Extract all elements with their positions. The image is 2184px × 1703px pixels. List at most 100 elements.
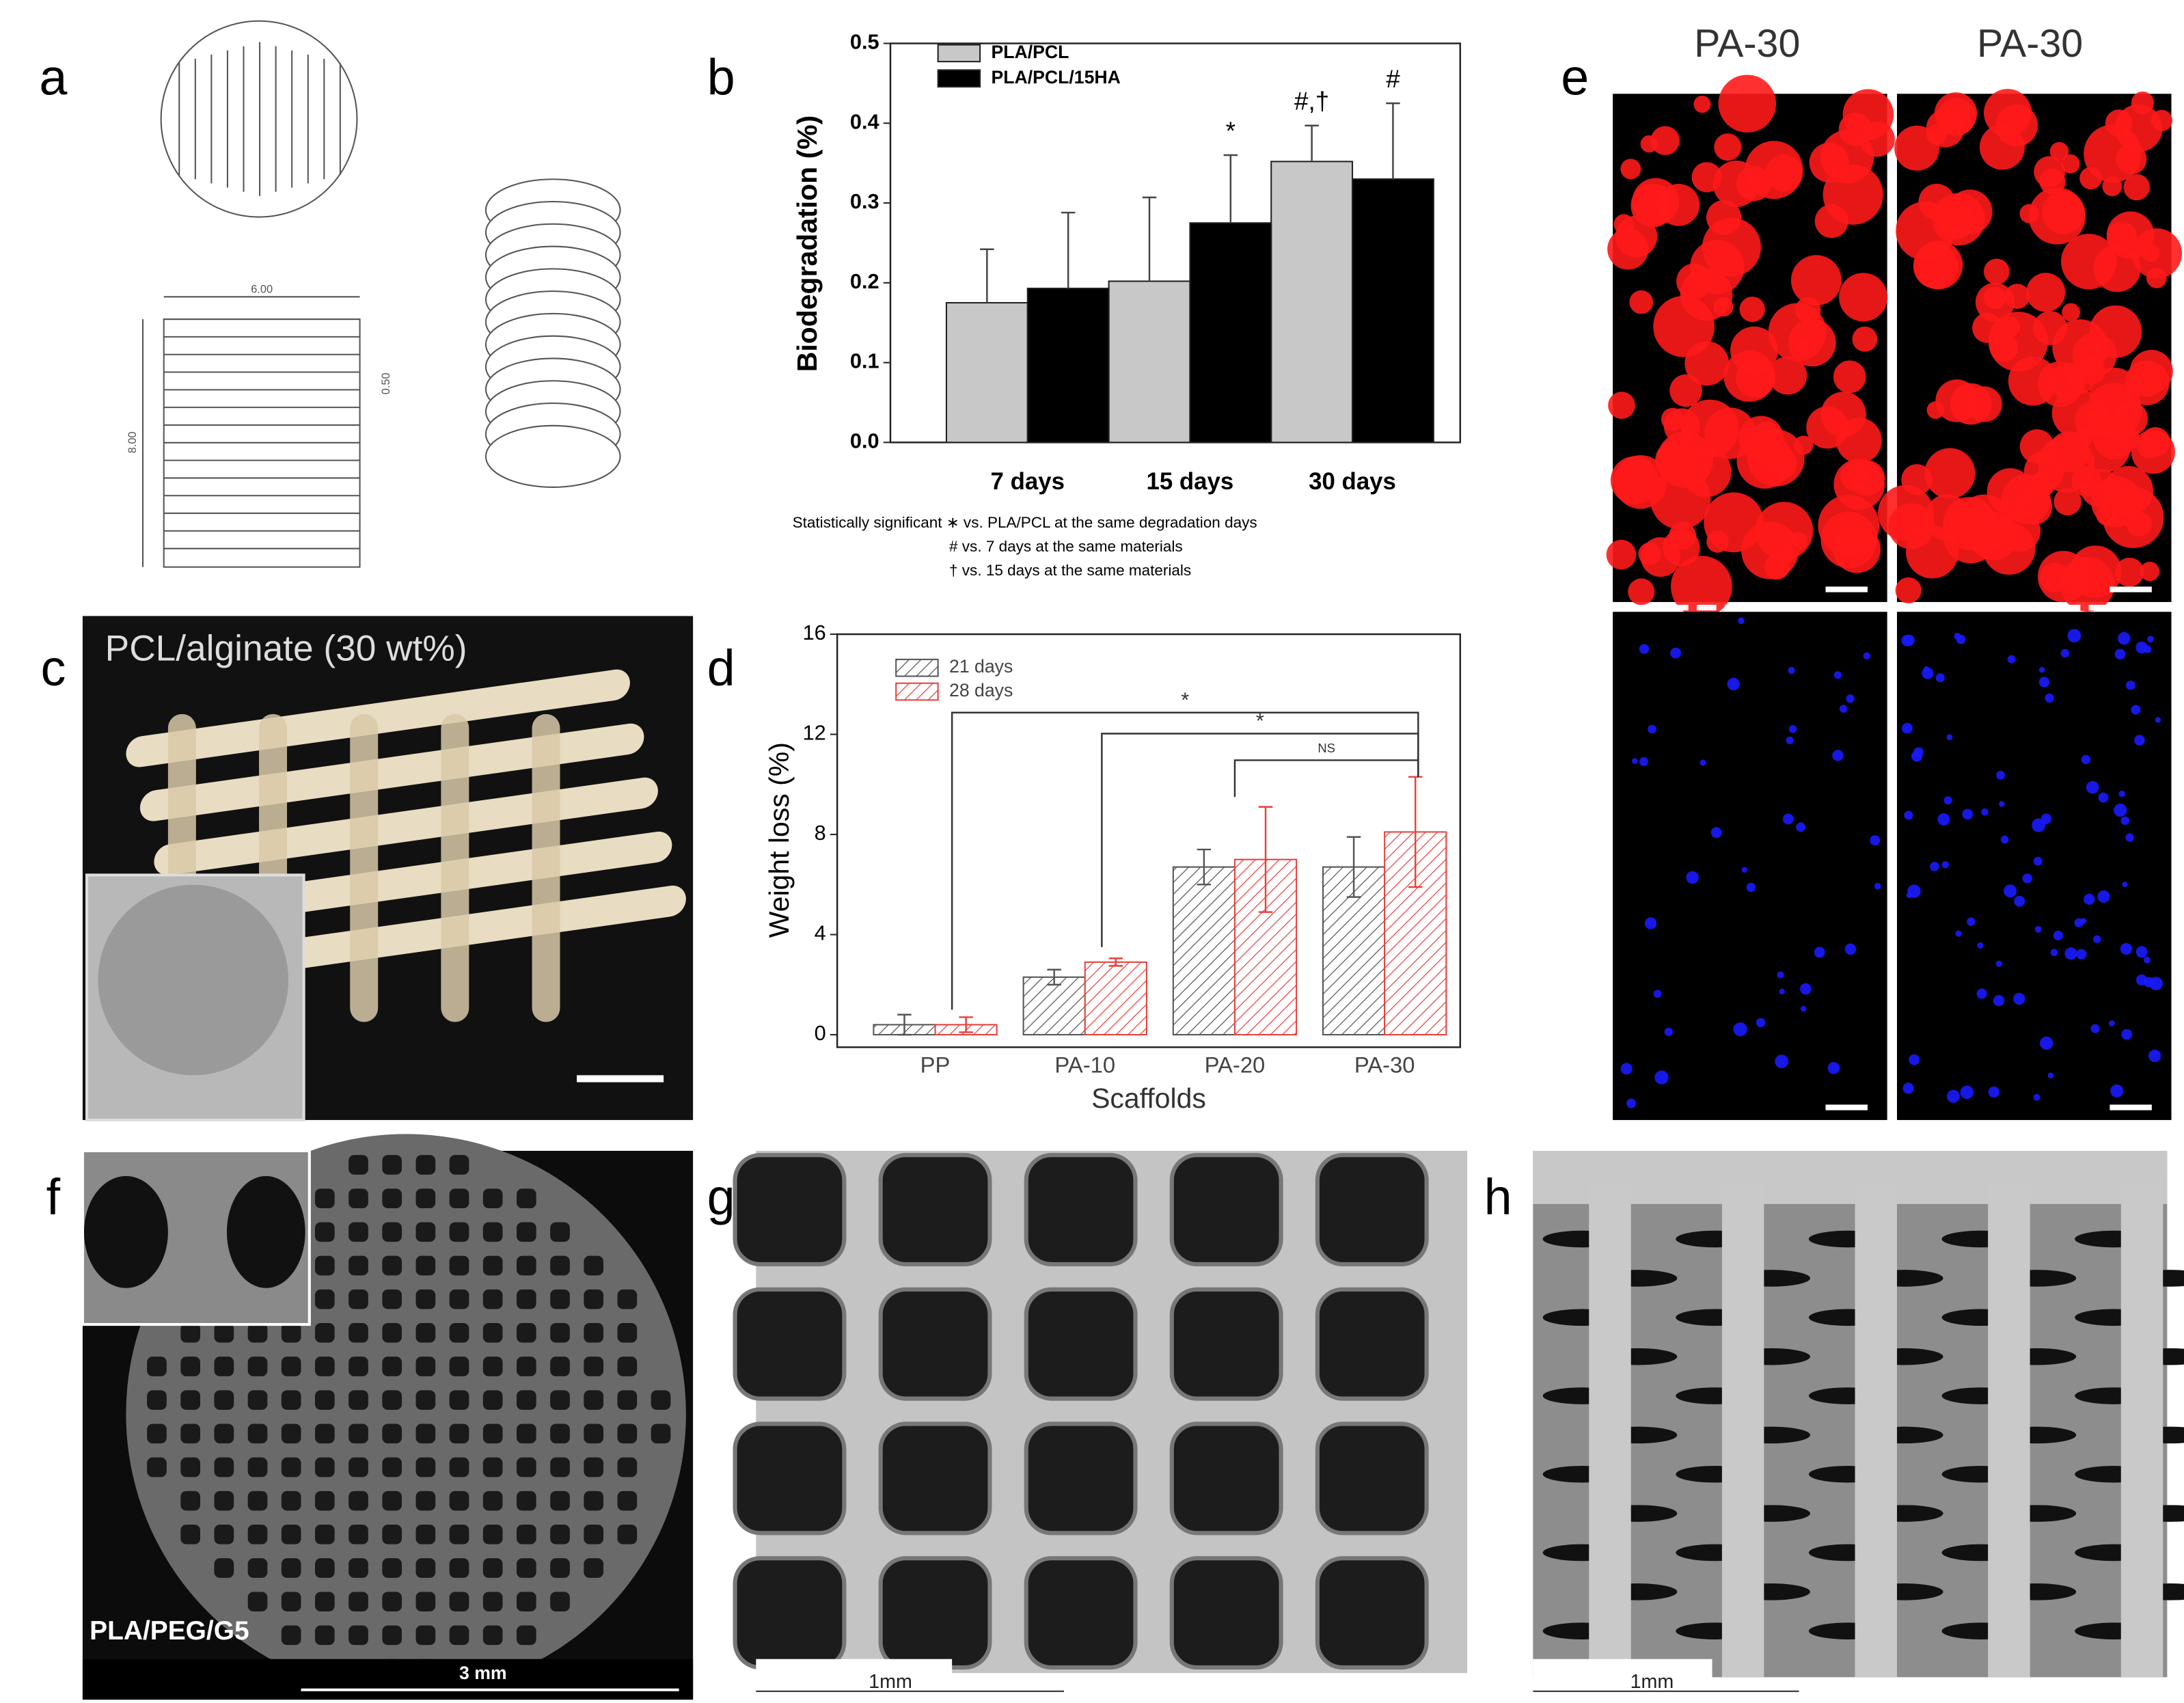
stain	[1775, 1054, 1789, 1069]
pore	[482, 1524, 503, 1544]
pore	[247, 1357, 268, 1376]
stain	[1671, 556, 1732, 618]
stain	[1727, 677, 1740, 691]
bracket	[1233, 759, 1419, 798]
scale-label: 3 mm	[459, 1663, 507, 1683]
pore	[314, 1357, 335, 1376]
pore	[281, 1357, 301, 1376]
stain	[1608, 392, 1635, 419]
pore	[382, 1357, 402, 1376]
stain	[1693, 96, 1711, 113]
pore	[314, 1457, 335, 1477]
pore	[449, 1558, 469, 1578]
stain	[2004, 284, 2030, 310]
pore	[516, 1322, 536, 1343]
stain	[1983, 258, 2010, 285]
pore	[349, 1490, 368, 1511]
column-title: PA-30	[1977, 22, 2083, 66]
stain	[1981, 808, 1989, 816]
stain	[2147, 636, 2154, 643]
pore	[550, 1222, 570, 1242]
stain	[1747, 429, 1805, 487]
pore	[550, 1390, 570, 1411]
stain	[1906, 893, 1912, 899]
stain	[2060, 649, 2070, 658]
pore	[449, 1188, 469, 1209]
pore	[516, 1490, 536, 1511]
bar	[1026, 287, 1110, 444]
pore	[180, 1490, 200, 1511]
stain	[1650, 126, 1680, 155]
stain	[2004, 884, 2017, 898]
stain	[1788, 725, 1797, 733]
stain	[1990, 333, 2019, 362]
y-axis-title: Biodegradation (%)	[791, 115, 823, 372]
stain	[1870, 835, 1881, 846]
stain	[1967, 917, 1976, 926]
dimension: 0.50	[380, 372, 392, 394]
pore	[482, 1188, 503, 1209]
stain	[1995, 960, 2002, 967]
pore	[349, 1322, 368, 1343]
pore	[382, 1457, 402, 1477]
pore	[281, 1490, 301, 1511]
stain	[2115, 489, 2142, 515]
pore	[180, 1457, 200, 1477]
scale-bar	[1825, 586, 1868, 592]
pore	[382, 1390, 402, 1411]
pore	[733, 1287, 847, 1401]
stain	[1956, 494, 2014, 551]
pore	[1024, 1556, 1138, 1670]
pore	[349, 1155, 368, 1175]
x-tick-label: 7 days	[991, 468, 1065, 495]
stain	[1956, 634, 1966, 644]
pore	[550, 1357, 570, 1376]
pore	[550, 1255, 570, 1276]
y-tick-label: 0	[815, 1021, 826, 1045]
pore	[415, 1357, 436, 1376]
pore	[214, 1357, 234, 1376]
pore	[382, 1625, 402, 1646]
pore	[617, 1390, 638, 1411]
stain	[1736, 358, 1775, 398]
panel-a-drawing	[141, 20, 621, 568]
pore	[349, 1222, 368, 1242]
stain	[1852, 326, 1878, 352]
stain	[1993, 995, 2005, 1007]
stain	[1998, 316, 2020, 338]
stain	[2000, 835, 2009, 844]
pore	[247, 1423, 268, 1444]
pore	[180, 1357, 200, 1376]
pore	[584, 1558, 604, 1578]
column-title: PA-30	[1694, 22, 1800, 66]
stain	[1663, 408, 1700, 445]
pore	[147, 1457, 167, 1477]
pore	[550, 1558, 570, 1578]
pore	[415, 1625, 436, 1646]
pore	[482, 1289, 503, 1309]
pore	[281, 1423, 301, 1444]
stain	[1777, 971, 1784, 979]
pore	[516, 1188, 536, 1209]
stain	[1935, 379, 1978, 422]
stain	[2049, 362, 2086, 400]
footnote: Statistically significant ∗ vs. PLA/PCL …	[793, 514, 1257, 531]
y-tick-label: 0.4	[850, 109, 879, 133]
pore	[550, 1490, 570, 1511]
pore	[247, 1390, 268, 1411]
stain	[1626, 1098, 1637, 1108]
stain	[2013, 992, 2025, 1005]
x-tick-label: PA-10	[1054, 1052, 1115, 1078]
footnote: # vs. 7 days at the same materials	[949, 538, 1183, 555]
pore	[382, 1524, 402, 1544]
pore	[349, 1457, 368, 1477]
x-tick-label: PA-20	[1205, 1052, 1266, 1078]
pore	[733, 1421, 847, 1536]
scale-bar	[1825, 1104, 1868, 1111]
pore	[349, 1592, 368, 1612]
inset-disc	[98, 884, 289, 1076]
pore	[349, 1255, 368, 1276]
y-tick-label: 0.1	[850, 349, 879, 373]
pore	[214, 1558, 234, 1578]
